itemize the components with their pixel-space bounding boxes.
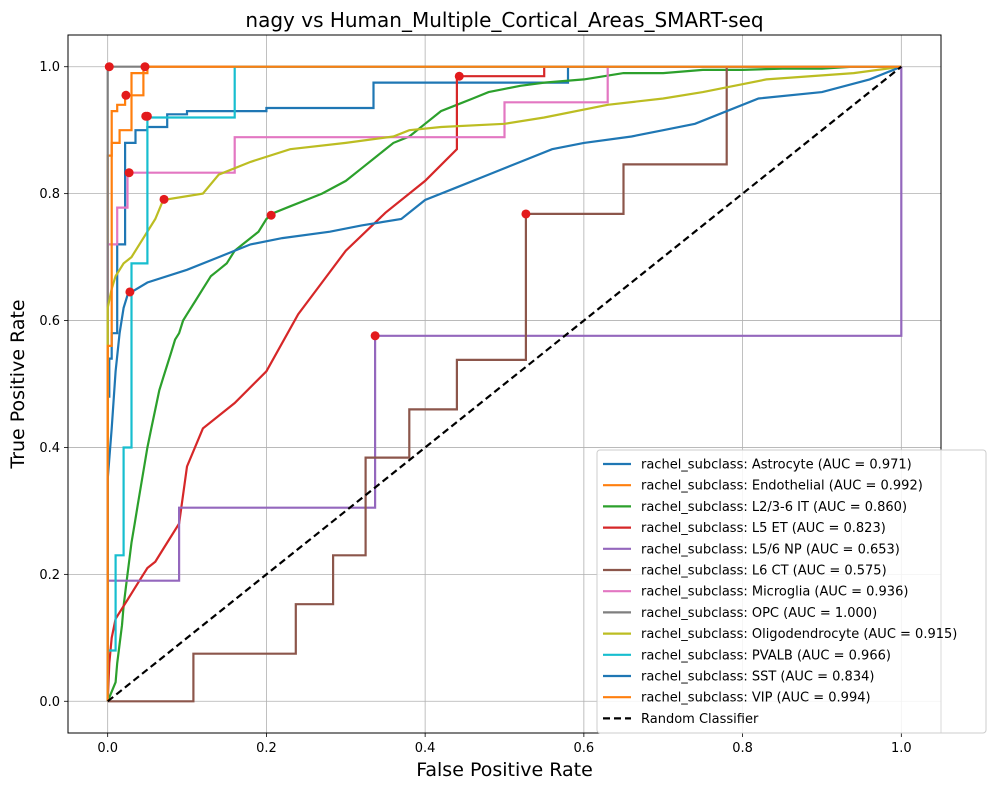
axes: 0.0 0.2 0.4 0.6 0.8 1.0 0.0 0.2 0.4 0.6 0.8 1.0 bbox=[39, 34, 942, 756]
x-axis-label: False Positive Rate bbox=[416, 759, 593, 781]
legend-box bbox=[596, 449, 987, 734]
x-tick-label: 0.0 bbox=[97, 741, 118, 756]
roc-curve bbox=[106, 65, 902, 702]
roc-curve bbox=[106, 65, 902, 702]
legend-entry: rachel_subclass: Microglia (AUC = 0.936) bbox=[641, 585, 908, 600]
roc-curve bbox=[107, 65, 902, 703]
y-tick-label: 0.2 bbox=[39, 568, 60, 583]
threshold-marker bbox=[266, 210, 276, 220]
plot-frame bbox=[67, 34, 942, 734]
roc-curve bbox=[106, 65, 902, 702]
roc-curve bbox=[106, 65, 902, 702]
y-tick-label: 0.4 bbox=[39, 441, 60, 456]
threshold-marker bbox=[370, 331, 380, 341]
x-tick-label: 0.2 bbox=[256, 741, 277, 756]
threshold-marker bbox=[140, 62, 150, 72]
chart-title: nagy vs Human_Multiple_Cortical_Areas_SM… bbox=[245, 8, 763, 32]
threshold-marker bbox=[104, 62, 114, 72]
y-tick-label: 0.6 bbox=[39, 314, 60, 329]
legend-entry: rachel_subclass: Astrocyte (AUC = 0.971) bbox=[641, 458, 912, 473]
random-classifier-line bbox=[107, 65, 902, 703]
legend-entry: rachel_subclass: SST (AUC = 0.834) bbox=[641, 670, 874, 685]
threshold-marker bbox=[121, 90, 131, 100]
threshold-marker bbox=[124, 168, 134, 178]
legend-entry: rachel_subclass: L2/3-6 IT (AUC = 0.860) bbox=[641, 500, 907, 515]
legend-entry: rachel_subclass: Oligodendrocyte (AUC = … bbox=[641, 627, 957, 642]
x-tick-label: 0.4 bbox=[415, 741, 436, 756]
threshold-marker bbox=[142, 111, 152, 121]
x-tick-label: 0.6 bbox=[574, 741, 595, 756]
plot-area bbox=[104, 62, 903, 703]
x-tick-label: 1.0 bbox=[891, 741, 912, 756]
threshold-marker bbox=[454, 71, 464, 81]
legend-entry: rachel_subclass: L5/6 NP (AUC = 0.653) bbox=[641, 542, 900, 557]
legend-entry: rachel_subclass: OPC (AUC = 1.000) bbox=[641, 606, 877, 621]
roc-curve bbox=[106, 65, 902, 702]
legend-entry: rachel_subclass: PVALB (AUC = 0.966) bbox=[641, 648, 891, 663]
roc-curve bbox=[106, 65, 902, 702]
legend: rachel_subclass: Astrocyte (AUC = 0.971)… bbox=[596, 449, 987, 734]
legend-entry: rachel_subclass: VIP (AUC = 0.994) bbox=[641, 691, 871, 706]
y-tick-label: 1.0 bbox=[39, 60, 60, 75]
y-axis-label: True Positive Rate bbox=[7, 299, 29, 469]
legend-entry: Random Classifier bbox=[641, 712, 759, 727]
y-tick-label: 0.0 bbox=[39, 695, 60, 710]
legend-entry: rachel_subclass: L5 ET (AUC = 0.823) bbox=[641, 521, 886, 536]
legend-entry: rachel_subclass: Endothelial (AUC = 0.99… bbox=[641, 479, 923, 494]
threshold-marker bbox=[521, 209, 531, 219]
roc-curve bbox=[106, 65, 902, 702]
roc-curve bbox=[106, 65, 902, 702]
threshold-marker bbox=[159, 194, 169, 204]
x-tick-label: 0.8 bbox=[732, 741, 753, 756]
y-tick-label: 0.8 bbox=[39, 187, 60, 202]
threshold-marker bbox=[125, 287, 135, 297]
legend-entry: rachel_subclass: L6 CT (AUC = 0.575) bbox=[641, 564, 887, 579]
roc-curve bbox=[106, 66, 903, 702]
